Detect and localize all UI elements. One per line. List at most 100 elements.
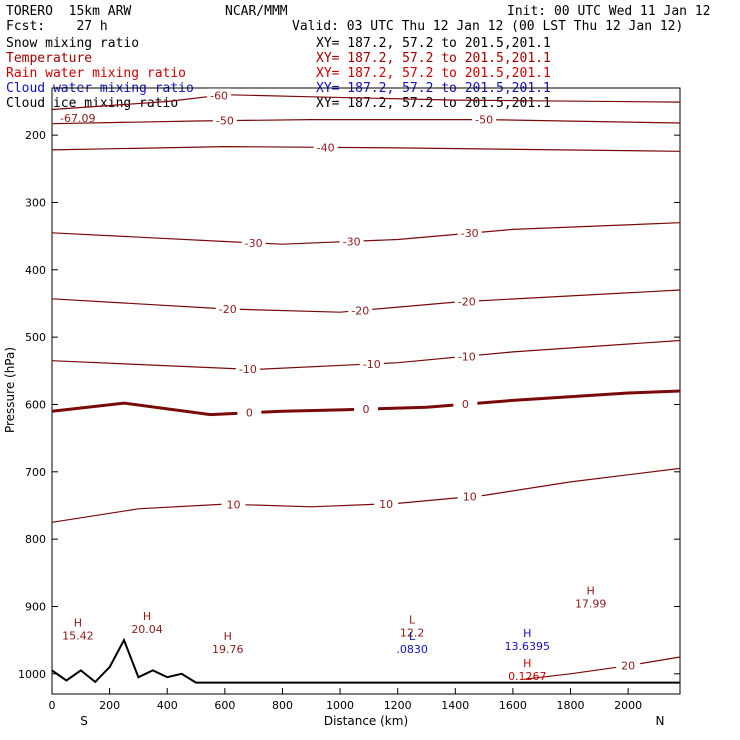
isotherm-label: -20 <box>458 295 476 308</box>
isotherm-label: -30 <box>245 237 263 250</box>
isotherm-10 <box>51 467 681 523</box>
isotherm-label: -30 <box>343 235 361 248</box>
isotherm-label: -10 <box>239 363 257 376</box>
init-time: Init: 00 UTC Wed 11 Jan 12 <box>507 4 711 19</box>
isotherm-label-bg <box>374 496 399 510</box>
legend-temperature-xy: XY= 187.2, 57.2 to 201.5,201.1 <box>316 51 551 66</box>
y-tick-label: 500 <box>25 331 46 344</box>
x-axis: 0 200 400 600 800 1000 1200 1400 1600 1800 2000 <box>49 688 642 712</box>
legend-snow-label: Snow mixing ratio <box>6 36 140 51</box>
isotherm-label-bg <box>313 140 338 154</box>
isotherm-layer <box>51 94 681 680</box>
extremum-value: 0.1267 <box>508 670 547 683</box>
x-tick-label: 1800 <box>557 699 585 712</box>
extremum-value: 17.99 <box>575 597 607 610</box>
isotherm-label: -40 <box>317 141 335 154</box>
extremum-marker: H <box>224 630 232 643</box>
extremum-marker: L <box>409 630 416 643</box>
isotherm-label: -60 <box>210 89 228 102</box>
extremum-marker: H <box>523 657 531 670</box>
isotherm-label: -10 <box>458 350 476 363</box>
x-tick-label: 2000 <box>614 699 642 712</box>
isotherm--10 <box>51 339 681 371</box>
x-axis-label: Distance (km) <box>324 714 408 728</box>
isotherm-label-bg <box>215 301 240 315</box>
y-tick-label: 1000 <box>18 668 46 681</box>
extremum-value: 13.6395 <box>505 640 551 653</box>
isotherm-label-bg <box>354 402 378 416</box>
isotherm-label-bg <box>457 489 482 503</box>
isotherm--30 <box>51 222 681 245</box>
extremum-value: 19.76 <box>212 643 244 656</box>
x-tick-label: 800 <box>272 699 293 712</box>
x-tick-label: 0 <box>49 699 56 712</box>
isotherm-label-bg <box>339 234 364 248</box>
isotherm-label: 0 <box>462 398 469 411</box>
isotherm-label: 10 <box>226 498 240 511</box>
isotherm-label: 10 <box>463 491 477 504</box>
y-axis-label: Pressure (hPa) <box>3 347 17 433</box>
isotherm-label-bg <box>348 303 373 317</box>
y-tick-label: 400 <box>25 264 46 277</box>
isotherm-label-bg <box>235 362 260 376</box>
isotherm--60 <box>51 94 681 111</box>
isotherm-label: -50 <box>475 114 493 127</box>
y-tick-label: 200 <box>25 129 46 142</box>
isotherm-label: -20 <box>351 304 369 317</box>
isotherm-label: 0 <box>246 407 253 420</box>
forecast-hour: Fcst: 27 h <box>6 19 108 34</box>
legend-rain-xy: XY= 187.2, 57.2 to 201.5,201.1 <box>316 66 551 81</box>
x-tick-label: 400 <box>157 699 178 712</box>
isotherm-label: 10 <box>379 498 393 511</box>
isotherm--40 <box>51 145 681 152</box>
isotherm-label-bg <box>207 88 232 102</box>
y-tick-label: 900 <box>25 600 46 613</box>
isotherm-label-bg <box>454 349 479 363</box>
isotherm-label-bg <box>454 294 479 308</box>
isotherm-label: -30 <box>461 227 479 240</box>
y-tick-label: 600 <box>25 398 46 411</box>
legend-cloudice-label: Cloud ice mixing ratio <box>6 96 179 111</box>
isotherm-label: 0 <box>363 403 370 416</box>
legend-temperature-label: Temperature <box>6 51 93 66</box>
terrain-line <box>51 637 680 684</box>
x-tick-label: 1000 <box>326 699 354 712</box>
extremum-marker: L <box>409 613 416 626</box>
isotherm-label: -10 <box>363 358 381 371</box>
extremum-marker: H <box>143 610 151 623</box>
y-tick-label: 300 <box>25 196 46 209</box>
extremum-value: 15.42 <box>62 630 94 643</box>
isotherm--50 <box>51 119 681 125</box>
extremum-value: .0830 <box>396 643 428 656</box>
extremum-marker: H <box>587 584 595 597</box>
isotherm-0 <box>51 389 681 417</box>
model-name: TORERO 15km ARW <box>6 4 132 19</box>
endpoint-left: S <box>80 714 88 728</box>
isotherm-label: 20 <box>621 660 635 673</box>
contour-label-layer: -60 -50 -50 -40 -30 -30 -30 -20 -20 -20 -10 -10 -10 0… <box>207 88 641 673</box>
min-label: -67.09 <box>60 112 95 125</box>
isotherm-label-bg <box>241 235 266 249</box>
x-tick-label: 1200 <box>384 699 412 712</box>
x-tick-label: 200 <box>99 699 120 712</box>
y-tick-label: 800 <box>25 533 46 546</box>
legend-rain-label: Rain water mixing ratio <box>6 66 187 81</box>
isotherm-label-bg <box>359 356 384 370</box>
isotherm-label-bg <box>221 497 246 511</box>
isotherm-label-bg <box>453 397 478 411</box>
isotherm-label-bg <box>457 226 482 240</box>
extrema-layer: H15.42H20.04H19.76L12.2L.0830H13.6395H17… <box>62 584 606 683</box>
y-tick-label: 700 <box>25 466 46 479</box>
isotherm-label: -50 <box>216 115 234 128</box>
extremum-value: 12.2 <box>400 626 425 639</box>
x-tick-label: 1600 <box>499 699 527 712</box>
endpoint-right: N <box>656 714 665 728</box>
isotherm-label: -20 <box>219 303 237 316</box>
isotherm-20 <box>524 656 681 680</box>
extremum-value: 20.04 <box>131 623 163 636</box>
x-tick-label: 600 <box>214 699 235 712</box>
x-tick-label: 1400 <box>441 699 469 712</box>
extremum-marker: H <box>74 617 82 630</box>
